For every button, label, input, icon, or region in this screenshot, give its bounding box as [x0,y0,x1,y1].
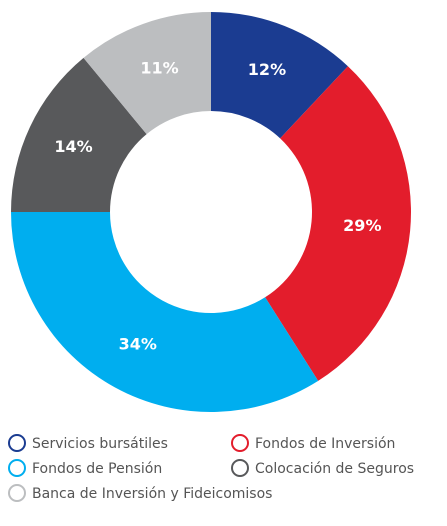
legend-swatch [231,434,249,452]
value-label: 12% [248,60,286,79]
legend-swatch [8,459,26,477]
value-label: 34% [119,335,157,354]
legend-swatch [231,459,249,477]
legend-swatch [8,434,26,452]
donut-segment [265,66,411,381]
legend-label: Colocación de Seguros [255,461,414,477]
value-label: 14% [54,137,92,156]
legend-label: Fondos de Inversión [255,436,395,452]
legend-swatch [8,484,26,502]
donut-segment [11,57,147,212]
legend-label: Servicios bursátiles [32,436,168,452]
value-label: 11% [140,58,178,77]
legend-label: Fondos de Pensión [32,461,162,477]
legend-label: Banca de Inversión y Fideicomisos [32,486,272,502]
donut-segment [11,212,319,412]
donut-segment [83,12,211,135]
value-label: 29% [343,216,381,235]
donut-segment [211,12,348,139]
